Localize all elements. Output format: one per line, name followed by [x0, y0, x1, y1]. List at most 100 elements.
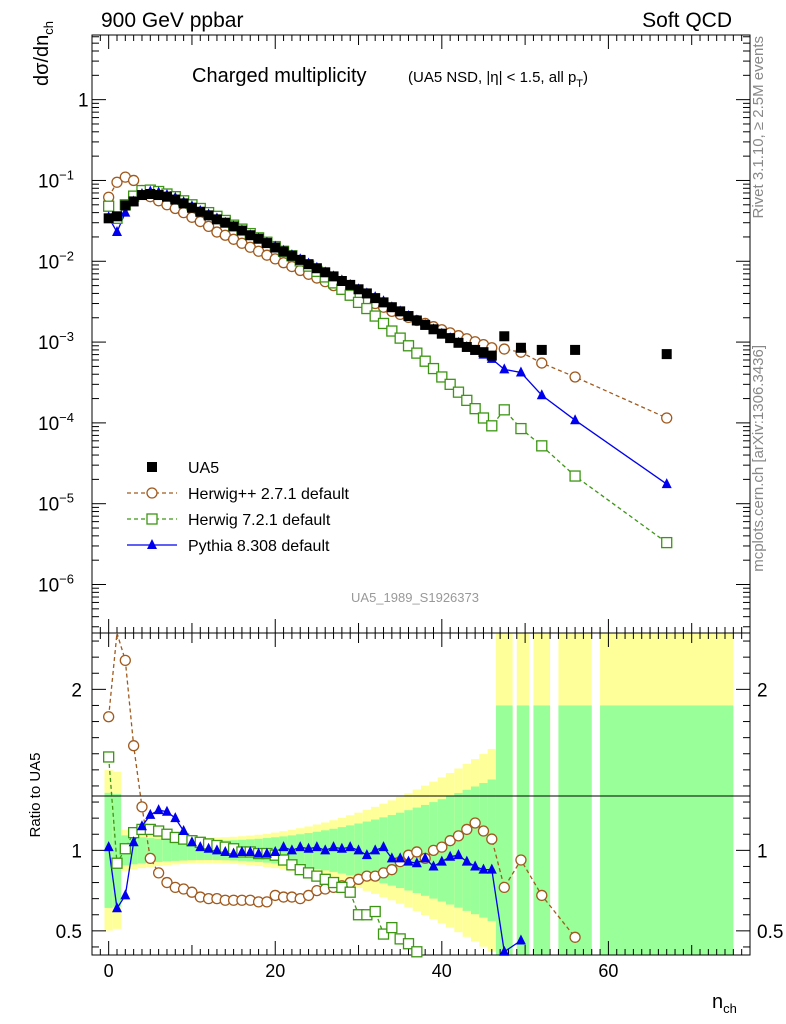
ratio-point — [486, 863, 497, 874]
ratio-point — [153, 804, 164, 815]
ratio-point — [261, 847, 272, 858]
series-point — [344, 289, 356, 301]
axes: 0 20 40 60 1 10−1 10−2 10−3 10−4 10−5 10−6 0.5 0.5 1 1… — [38, 35, 783, 981]
ratio-uncertainty-bands — [104, 633, 734, 955]
ratio-point — [386, 921, 398, 934]
ratio-point — [152, 867, 165, 879]
data-point — [261, 238, 272, 249]
ratio-point — [386, 852, 397, 863]
ratio-point — [103, 841, 114, 852]
ratio-point — [436, 841, 448, 853]
series-point — [515, 422, 527, 435]
ratio-point — [211, 844, 222, 855]
ratio-point — [461, 823, 473, 836]
y-tick-label: 10−3 — [38, 329, 74, 354]
ratio-point — [128, 836, 139, 847]
uncertainty-band-green — [171, 839, 180, 861]
header-left: 900 GeV ppbar — [101, 9, 243, 32]
data-point — [403, 311, 414, 322]
data-point — [245, 230, 256, 241]
main-plot-marks — [103, 171, 673, 549]
ratio-point — [515, 854, 527, 866]
ratio-point — [477, 825, 490, 837]
data-point — [253, 233, 264, 244]
y-axis-label: dσ/dnch — [31, 21, 56, 86]
ratio-point — [119, 654, 131, 667]
ratio-point — [203, 842, 214, 853]
legend-marker — [146, 513, 158, 525]
ratio-point — [195, 841, 206, 852]
series-point — [536, 440, 548, 452]
uncertainty-band-green — [387, 815, 397, 886]
data-point — [186, 202, 197, 213]
data-point — [136, 190, 147, 201]
ratio-point — [444, 835, 456, 847]
data-point — [395, 306, 406, 317]
uncertainty-band-green — [487, 779, 496, 922]
ratio-point — [302, 889, 315, 902]
data-point — [153, 190, 164, 201]
chart-title: Charged multiplicity — [192, 65, 367, 87]
series-point — [477, 412, 490, 424]
ratio-plot-marks — [103, 632, 581, 958]
ratio-point — [127, 740, 140, 752]
series-point — [127, 174, 140, 187]
data-point — [111, 211, 122, 222]
ratio-point — [111, 902, 122, 913]
data-point — [103, 213, 114, 224]
data-point — [445, 333, 456, 344]
series-line — [108, 190, 668, 485]
y-tick-label: 10−5 — [38, 491, 74, 516]
uncertainty-band-green — [479, 783, 488, 918]
ratio-point — [411, 846, 423, 858]
legend-label: UA5 — [188, 460, 219, 477]
data-point — [370, 293, 381, 304]
x-tick-label: 20 — [265, 961, 285, 981]
ratio-point — [144, 852, 156, 865]
x-tick-label: 40 — [432, 961, 452, 981]
legend-marker — [146, 487, 158, 499]
uncertainty-band-green — [187, 840, 197, 861]
uncertainty-band-green — [470, 786, 480, 915]
header-right: Soft QCD — [642, 9, 732, 32]
data-point — [478, 347, 489, 358]
ratio-point — [161, 805, 172, 816]
series-point — [461, 394, 473, 407]
ratio-point — [569, 931, 581, 943]
y-tick-label: 10−6 — [38, 572, 74, 597]
data-point — [453, 337, 464, 348]
ratio-point — [145, 808, 156, 819]
data-point — [536, 344, 547, 355]
data-point — [161, 191, 172, 202]
legend-label: Pythia 8.308 default — [188, 538, 330, 555]
ratio-point — [103, 751, 115, 763]
data-point — [345, 279, 356, 290]
series-point — [111, 226, 122, 237]
ratio-point — [402, 938, 415, 950]
data-point — [420, 319, 431, 330]
ratio-point — [403, 855, 414, 866]
legend-marker — [147, 462, 157, 472]
ratio-point — [170, 812, 181, 823]
series-point — [394, 332, 406, 344]
uncertainty-band-green — [462, 789, 471, 911]
y-tick-label: 1 — [78, 91, 89, 112]
rivet-version-text: Rivet 3.1.10, ≥ 2.5M events — [750, 36, 767, 219]
ratio-point — [461, 855, 472, 866]
ratio-point — [270, 845, 281, 856]
ratio-point — [186, 836, 197, 847]
ratio-point — [136, 801, 148, 813]
ratio-point — [395, 852, 406, 863]
uncertainty-band-green — [129, 836, 138, 865]
data-point — [661, 349, 672, 360]
series-point — [469, 403, 481, 415]
data-point — [353, 284, 364, 295]
uncertainty-band-green — [146, 838, 155, 863]
ratio-point — [445, 850, 456, 861]
chart-subtitle: (UA5 NSD, |η| < 1.5, all pT) — [408, 69, 588, 90]
uncertainty-band-green — [533, 705, 551, 955]
ratio-point — [478, 863, 489, 874]
data-point — [386, 302, 397, 313]
ratio-y-tick-label-right: 2 — [757, 680, 768, 701]
